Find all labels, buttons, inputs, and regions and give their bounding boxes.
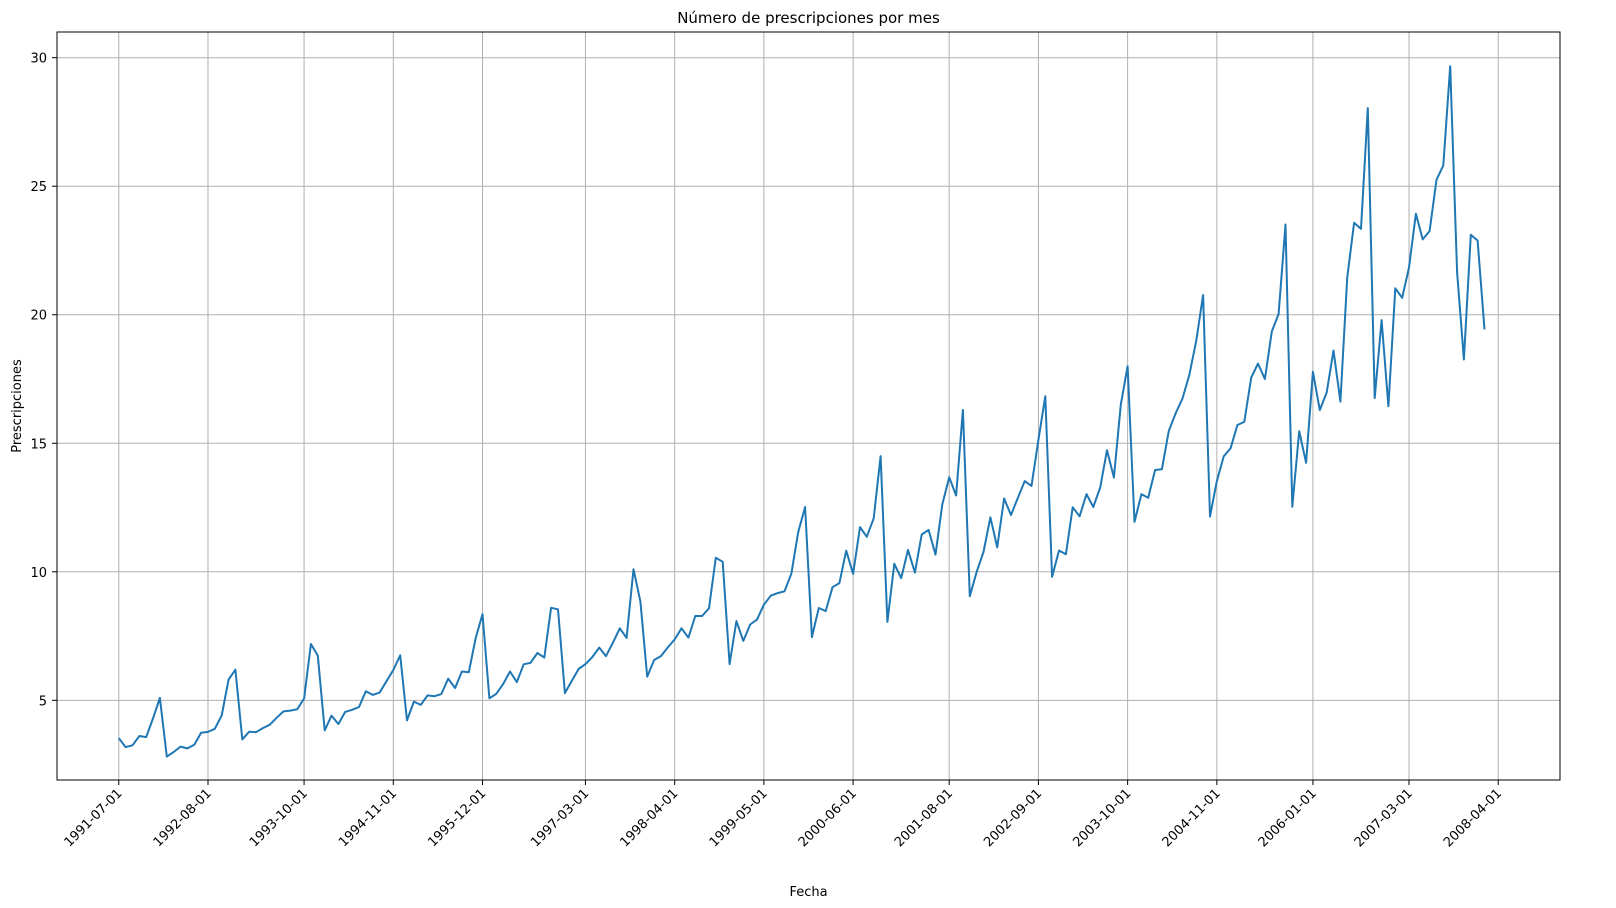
x-tick-label: 1993-10-01 — [247, 786, 311, 850]
chart-title: Número de prescripciones por mes — [677, 9, 940, 27]
x-tick-label: 2004-11-01 — [1160, 786, 1224, 850]
x-tick-label: 1994-11-01 — [336, 786, 400, 850]
x-tick-label: 2007-03-01 — [1352, 786, 1416, 850]
y-tick-label: 30 — [30, 52, 47, 67]
x-tick-label: 1999-05-01 — [707, 786, 771, 850]
x-tick-label: 1998-04-01 — [617, 786, 681, 850]
x-tick-label: 2003-10-01 — [1070, 786, 1134, 850]
x-tick-label: 2000-06-01 — [796, 786, 860, 850]
y-tick-label: 10 — [30, 566, 47, 581]
x-tick-label: 1997-03-01 — [528, 786, 592, 850]
x-axis-ticks: 1991-07-01 1992-08-01 1993-10-01 1994-11-01… — [62, 780, 1505, 850]
x-tick-label: 2008-04-01 — [1441, 786, 1505, 850]
y-tick-label: 20 — [30, 309, 47, 324]
x-tick-label: 1991-07-01 — [62, 786, 126, 850]
x-tick-label: 1992-08-01 — [151, 786, 215, 850]
x-tick-label: 2001-08-01 — [892, 786, 956, 850]
y-axis-ticks: 5 10 15 20 25 30 — [30, 52, 57, 709]
series-line — [118, 65, 1486, 758]
y-tick-label: 15 — [30, 437, 47, 452]
x-axis-label: Fecha — [789, 885, 827, 900]
x-tick-label: 2002-09-01 — [981, 786, 1045, 850]
y-tick-label: 25 — [30, 180, 47, 195]
axes-frame — [56, 31, 1561, 781]
y-tick-label: 5 — [39, 694, 47, 709]
grid-lines — [57, 32, 1560, 780]
x-tick-label: 1995-12-01 — [425, 786, 489, 850]
x-tick-label: 2006-01-01 — [1256, 786, 1320, 850]
y-axis-label: Prescripciones — [10, 359, 25, 453]
